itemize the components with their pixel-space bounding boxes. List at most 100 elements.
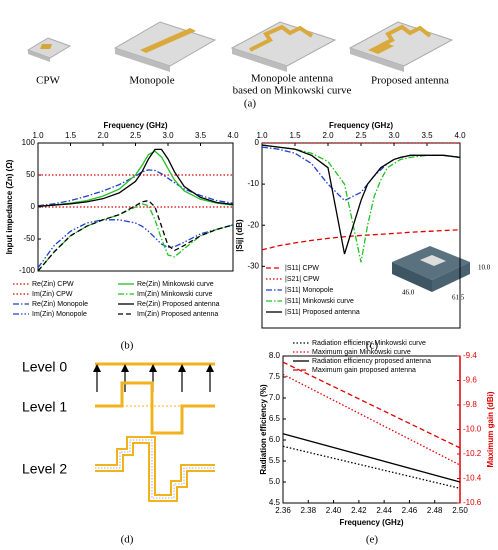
y-tick-label: 6.0 — [269, 435, 281, 444]
y2-tick-label: -9.6 — [463, 376, 477, 385]
series-line — [282, 445, 461, 489]
series-line — [37, 199, 234, 272]
x-axis-label: Frequency (GHz) — [339, 518, 403, 527]
y-tick-label: 7.5 — [269, 372, 281, 381]
series-line — [282, 373, 461, 466]
series-line — [261, 144, 461, 263]
y2-tick-label: -10.0 — [463, 425, 482, 434]
x-tick-label: 1.5 — [289, 131, 301, 140]
panel-label: (c) — [366, 340, 379, 352]
x-tick-label: 4.0 — [227, 131, 239, 140]
y-tick-label: 7.0 — [269, 393, 281, 402]
antenna-label: Proposed antenna — [371, 75, 449, 87]
y-tick-label: -50 — [23, 234, 35, 243]
legend-label: Im(Zin) Proposed antenna — [137, 311, 218, 318]
series-line — [37, 150, 234, 208]
y2-tick-label: -9.4 — [463, 351, 477, 360]
antenna-label: CPW — [36, 75, 60, 87]
legend-label: Re(Zin) Monopole — [32, 301, 88, 308]
x-tick-label: 4.0 — [454, 131, 466, 140]
inset-dim: 61.5 — [452, 294, 465, 302]
y-axis-label: Input impedance (Zn) (Ω) — [5, 159, 14, 254]
panel-label: (e) — [366, 534, 379, 546]
inset-dim: 46.0 — [402, 289, 415, 297]
y-axis-label: |Sij| (dB) — [235, 219, 244, 252]
antenna-images — [26, 21, 454, 72]
legend-label: Re(Zin) Minkowski curve — [137, 281, 214, 288]
x-tick-label: 3.5 — [421, 131, 433, 140]
y2-tick-label: -10.4 — [463, 474, 482, 483]
inset-box — [392, 246, 470, 292]
panel-label: (d) — [121, 534, 134, 546]
y-tick-label: 8.0 — [269, 351, 281, 360]
y-tick-label: 4.5 — [269, 498, 281, 507]
x-tick-label: 2.40 — [326, 506, 342, 515]
x-tick-label: 2.0 — [322, 131, 334, 140]
y-tick-label: 5.0 — [269, 477, 281, 486]
antenna-label: based on Minkowski curve — [233, 85, 352, 97]
x-tick-label: 2.46 — [402, 506, 418, 515]
legend-label: Im(Zin) Monopole — [32, 311, 87, 318]
legend-label: |S11| Proposed antenna — [285, 309, 360, 316]
legend-label: Maximum gain Minkowski curve — [312, 349, 411, 356]
x-tick-label: 2.38 — [300, 506, 316, 515]
legend-label: Im(Zin) Minkowski curve — [137, 291, 213, 298]
y-tick-label: 50 — [26, 170, 35, 179]
level-label: Level 2 — [22, 461, 67, 477]
x-tick-label: 2.0 — [97, 131, 109, 140]
inset-dim: 10.0 — [478, 264, 491, 272]
x-tick-label: 2.48 — [427, 506, 443, 515]
series-line — [282, 433, 461, 483]
y-tick-label: -100 — [19, 266, 36, 275]
x-tick-label: 2.42 — [351, 506, 367, 515]
level-label: Level 0 — [22, 359, 67, 375]
series-line — [261, 229, 461, 251]
y-tick-label: 0 — [255, 138, 260, 147]
legend-label: |S11| Minkowski curve — [285, 298, 354, 305]
y2-tick-label: -9.8 — [463, 400, 477, 409]
x-tick-label: 1.0 — [256, 131, 268, 140]
x-tick-label: 2.44 — [376, 506, 392, 515]
legend-label: Re(Zin) Proposed antenna — [137, 301, 220, 308]
series-line — [37, 148, 234, 208]
x-axis-label: Frequency (GHz) — [329, 121, 393, 130]
series-line — [37, 169, 234, 207]
level-label: Level 1 — [22, 399, 67, 415]
level-drawings — [93, 362, 215, 502]
legend-label: Re(Zin) CPW — [32, 281, 74, 288]
series-line — [37, 219, 234, 269]
y2-axis-label: Maximum gain (dBi) — [486, 391, 495, 467]
y-tick-label: -30 — [247, 261, 259, 270]
series-line — [37, 203, 234, 272]
x-axis-label: Frequency (GHz) — [103, 121, 167, 130]
y-tick-label: 5.5 — [269, 456, 281, 465]
y-tick-label: 100 — [22, 138, 36, 147]
series-line — [282, 361, 461, 449]
y-tick-label: 6.5 — [269, 414, 281, 423]
plot-frame — [282, 355, 461, 504]
x-tick-label: 2.5 — [130, 131, 142, 140]
series-line — [261, 144, 461, 255]
y-tick-label: -20 — [247, 220, 259, 229]
x-tick-label: 2.36 — [275, 506, 291, 515]
y2-tick-label: -10.6 — [463, 498, 482, 507]
x-tick-label: 3.0 — [388, 131, 400, 140]
legend-label: |S11| CPW — [285, 265, 319, 272]
x-tick-label: 3.5 — [195, 131, 207, 140]
legend-label: Radiation efficiency Minkowski curve — [312, 340, 426, 347]
legend-label: Maximum gain proposed antenna — [312, 367, 416, 374]
antenna-label: Monopole antenna — [251, 73, 333, 85]
legend-label: |S11| Monopole — [285, 287, 333, 294]
x-tick-label: 1.5 — [65, 131, 77, 140]
antenna-label: Monopole — [129, 75, 174, 87]
x-tick-label: 3.0 — [162, 131, 174, 140]
y-tick-label: -10 — [247, 179, 259, 188]
legend-label: Im(Zin) CPW — [32, 291, 73, 298]
legend-label: Radiation efficiency proposed antenna — [312, 358, 431, 365]
panel-label: (a) — [244, 98, 257, 110]
panel-label: (b) — [121, 340, 134, 352]
y2-tick-label: -10.2 — [463, 449, 482, 458]
legend-label: |S21| CPW — [285, 276, 320, 283]
